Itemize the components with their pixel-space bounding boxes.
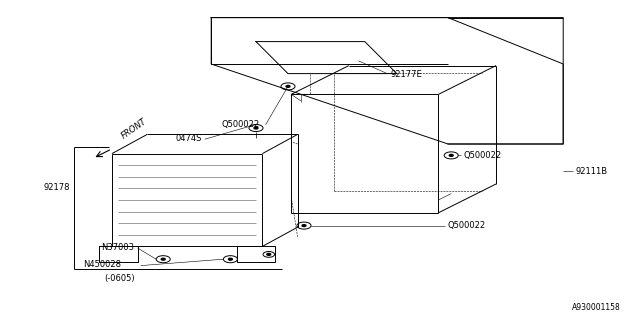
Text: (-0605): (-0605) <box>104 274 134 283</box>
Circle shape <box>228 258 232 260</box>
Text: Q500022: Q500022 <box>448 221 486 230</box>
Circle shape <box>286 85 290 87</box>
Text: Q500022: Q500022 <box>464 151 502 160</box>
Circle shape <box>254 127 258 129</box>
Text: 92178: 92178 <box>44 183 70 192</box>
Circle shape <box>161 258 165 260</box>
Text: 92177E: 92177E <box>390 70 422 79</box>
Text: FRONT: FRONT <box>120 117 148 141</box>
Text: A930001158: A930001158 <box>572 303 621 312</box>
Circle shape <box>449 155 453 156</box>
Text: 92111B: 92111B <box>576 167 608 176</box>
Text: 0474S: 0474S <box>175 134 202 143</box>
Circle shape <box>302 225 306 227</box>
Text: Q500022: Q500022 <box>221 120 259 129</box>
Text: N37003: N37003 <box>101 243 134 252</box>
Text: N450028: N450028 <box>84 260 122 269</box>
Circle shape <box>267 253 271 255</box>
